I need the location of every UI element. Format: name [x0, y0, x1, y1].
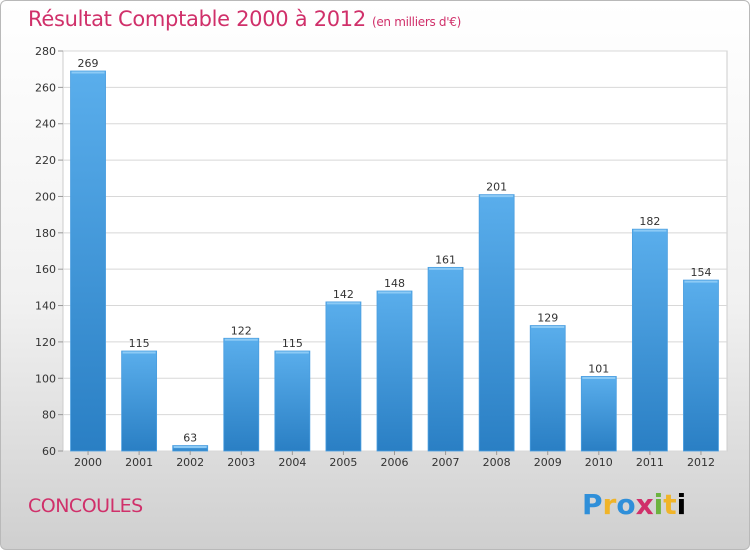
y-tick-label: 280	[35, 45, 56, 58]
data-label: 63	[183, 432, 197, 445]
bar	[683, 279, 719, 452]
data-label: 154	[690, 266, 711, 279]
data-label: 115	[282, 337, 303, 350]
x-tick-label: 2007	[432, 456, 460, 469]
x-tick-label: 2008	[483, 456, 511, 469]
y-tick-label: 140	[35, 300, 56, 313]
x-tick-label: 2012	[687, 456, 715, 469]
y-tick-label: 100	[35, 372, 56, 385]
y-axis: 60 80 100 120 140 160 180 200 220 240 260 280	[35, 45, 63, 458]
y-tick-label: 240	[35, 118, 56, 131]
bar	[580, 376, 617, 452]
data-label: 201	[486, 181, 507, 194]
x-axis: 2000 2001 2002 2003 2004 2005 2006 2007 2008 2009…	[74, 451, 715, 469]
bar	[223, 337, 260, 452]
chart-title: Résultat Comptable 2000 à 2012 (en millie…	[28, 7, 461, 31]
chart-title-text: Résultat Comptable 2000 à 2012	[28, 7, 366, 31]
x-tick-label: 2005	[329, 456, 357, 469]
x-tick-label: 2004	[278, 456, 306, 469]
bar	[478, 194, 515, 452]
x-tick-label: 2009	[534, 456, 562, 469]
bar	[529, 325, 566, 452]
x-tick-label: 2002	[176, 456, 204, 469]
data-labels: 269 115 63 122 115 142 148 161 201 129 101 182 154	[78, 57, 712, 445]
y-tick-label: 60	[42, 445, 56, 458]
town-name: CONCOULES	[28, 495, 143, 517]
data-label: 161	[435, 253, 456, 266]
x-tick-label: 2010	[585, 456, 613, 469]
y-tick-label: 120	[35, 336, 56, 349]
y-tick-label: 260	[35, 81, 56, 94]
y-tick-label: 180	[35, 227, 56, 240]
logo-letter: x	[635, 488, 654, 521]
y-tick-label: 80	[42, 409, 56, 422]
logo-letter: r	[602, 488, 617, 521]
data-label: 142	[333, 288, 354, 301]
y-tick-label: 160	[35, 263, 56, 276]
x-tick-label: 2011	[636, 456, 664, 469]
proxiti-logo: Proxiti	[582, 488, 686, 521]
chart-subtitle: (en milliers d'€)	[371, 15, 461, 29]
bar	[325, 301, 362, 452]
x-tick-label: 2003	[227, 456, 255, 469]
x-tick-label: 2000	[74, 456, 102, 469]
y-tick-label: 220	[35, 154, 56, 167]
bar	[427, 266, 464, 452]
data-label: 148	[384, 277, 405, 290]
logo-letter: i	[653, 488, 664, 521]
logo-letter: i	[676, 488, 687, 521]
x-tick-label: 2006	[381, 456, 409, 469]
bar	[121, 350, 158, 452]
data-label: 122	[231, 324, 252, 337]
logo-letter: t	[663, 488, 677, 521]
bars	[70, 70, 719, 452]
data-label: 129	[537, 312, 558, 325]
bar	[70, 70, 106, 452]
data-label: 101	[588, 362, 609, 375]
data-label: 115	[129, 337, 150, 350]
bar	[274, 350, 311, 452]
bar	[376, 290, 413, 452]
bar	[631, 228, 668, 452]
data-label: 269	[78, 57, 99, 70]
y-tick-label: 200	[35, 190, 56, 203]
data-label: 182	[639, 215, 660, 228]
logo-letter: o	[616, 488, 636, 521]
x-tick-label: 2001	[125, 456, 153, 469]
logo-letter: P	[582, 488, 603, 521]
